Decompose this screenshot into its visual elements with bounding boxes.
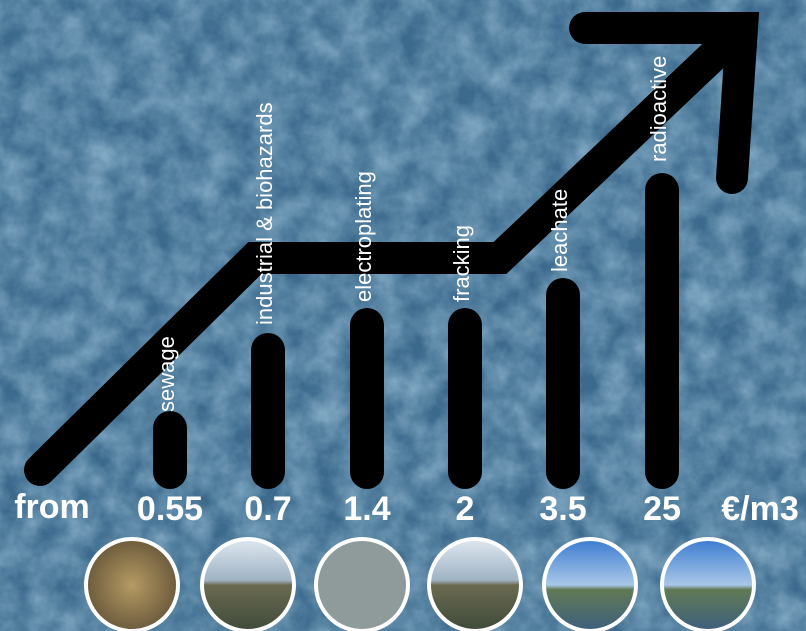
- price: 25: [643, 490, 681, 528]
- arrow: [24, 12, 760, 486]
- unit-text: €/m3: [721, 490, 799, 528]
- category-label: electroplating: [351, 171, 376, 302]
- photo: [427, 537, 523, 631]
- photo: [84, 537, 180, 631]
- photo: [200, 537, 296, 631]
- photos: [84, 537, 756, 631]
- price: 0.7: [244, 490, 291, 528]
- lead-text: from: [14, 488, 90, 526]
- category-label: radioactive: [646, 56, 671, 162]
- price: 1.4: [343, 490, 390, 528]
- category-label: sewage: [154, 336, 179, 412]
- category-label: leachate: [547, 189, 572, 272]
- price: 3.5: [539, 490, 586, 528]
- photo: [660, 537, 756, 631]
- category-label: fracking: [449, 225, 474, 302]
- price: 0.55: [137, 490, 203, 528]
- photo: [542, 537, 638, 631]
- photo: [314, 537, 410, 631]
- category-label: industrial & biohazards: [252, 102, 277, 325]
- bars: [153, 173, 679, 489]
- price: 2: [456, 490, 475, 528]
- labels: sewage 0.55 industrial & biohazards 0.7 elec…: [137, 56, 681, 528]
